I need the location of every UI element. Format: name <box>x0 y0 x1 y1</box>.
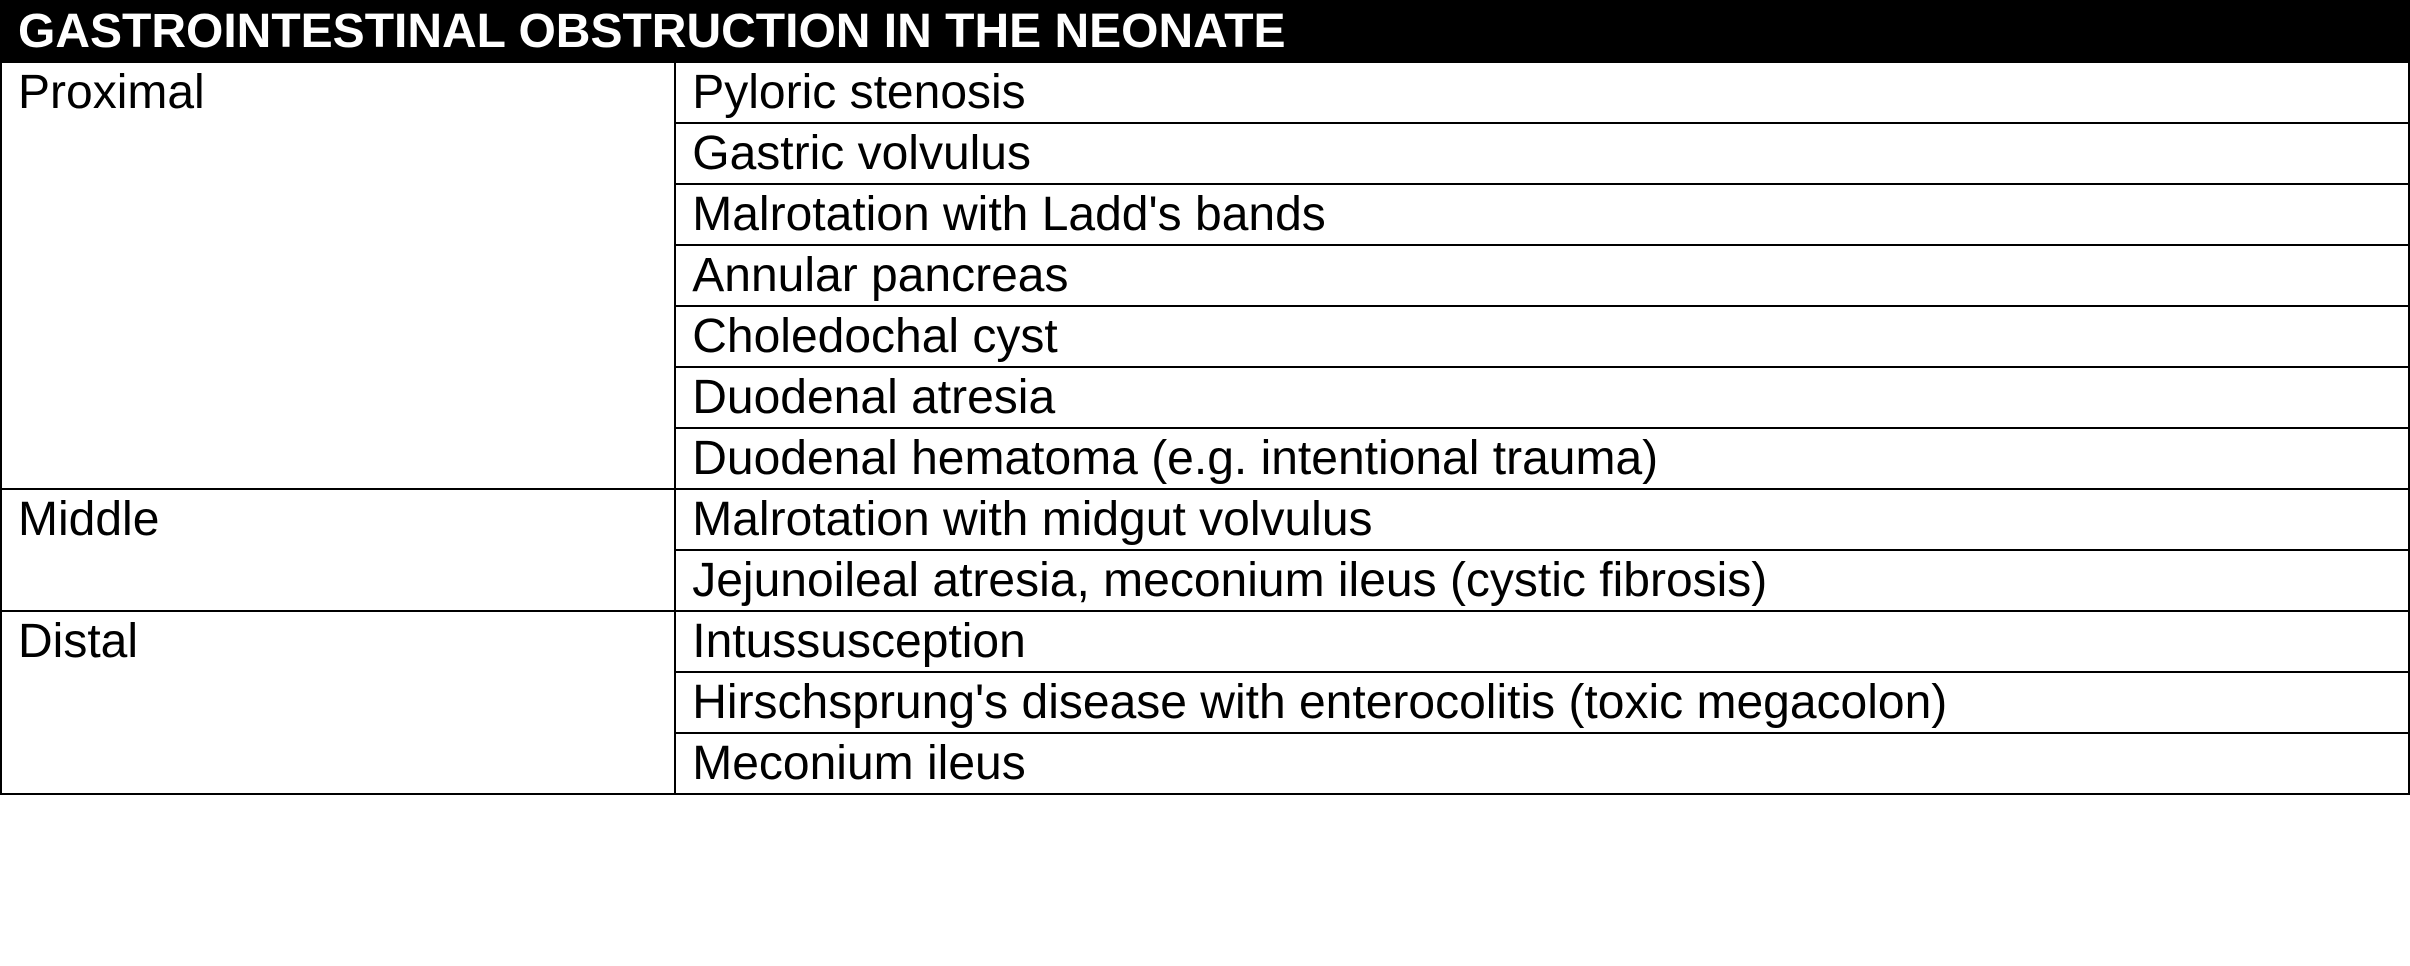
condition-cell: Jejunoileal atresia, meconium ileus (cys… <box>675 550 2409 611</box>
table-header-row: GASTROINTESTINAL OBSTRUCTION IN THE NEON… <box>1 1 2409 62</box>
table-title: GASTROINTESTINAL OBSTRUCTION IN THE NEON… <box>1 1 2409 62</box>
category-middle: Middle <box>1 489 675 611</box>
table-row: Distal Intussusception <box>1 611 2409 672</box>
category-distal: Distal <box>1 611 675 794</box>
category-proximal: Proximal <box>1 62 675 489</box>
condition-cell: Hirschsprung's disease with enterocoliti… <box>675 672 2409 733</box>
table-body: Proximal Pyloric stenosis Gastric volvul… <box>1 62 2409 794</box>
condition-cell: Intussusception <box>675 611 2409 672</box>
gi-obstruction-table: GASTROINTESTINAL OBSTRUCTION IN THE NEON… <box>0 0 2410 795</box>
condition-cell: Meconium ileus <box>675 733 2409 794</box>
table-row: Middle Malrotation with midgut volvulus <box>1 489 2409 550</box>
condition-cell: Choledochal cyst <box>675 306 2409 367</box>
condition-cell: Duodenal atresia <box>675 367 2409 428</box>
table-row: Proximal Pyloric stenosis <box>1 62 2409 123</box>
condition-cell: Gastric volvulus <box>675 123 2409 184</box>
condition-cell: Annular pancreas <box>675 245 2409 306</box>
condition-cell: Malrotation with Ladd's bands <box>675 184 2409 245</box>
condition-cell: Malrotation with midgut volvulus <box>675 489 2409 550</box>
condition-cell: Pyloric stenosis <box>675 62 2409 123</box>
condition-cell: Duodenal hematoma (e.g. intentional trau… <box>675 428 2409 489</box>
